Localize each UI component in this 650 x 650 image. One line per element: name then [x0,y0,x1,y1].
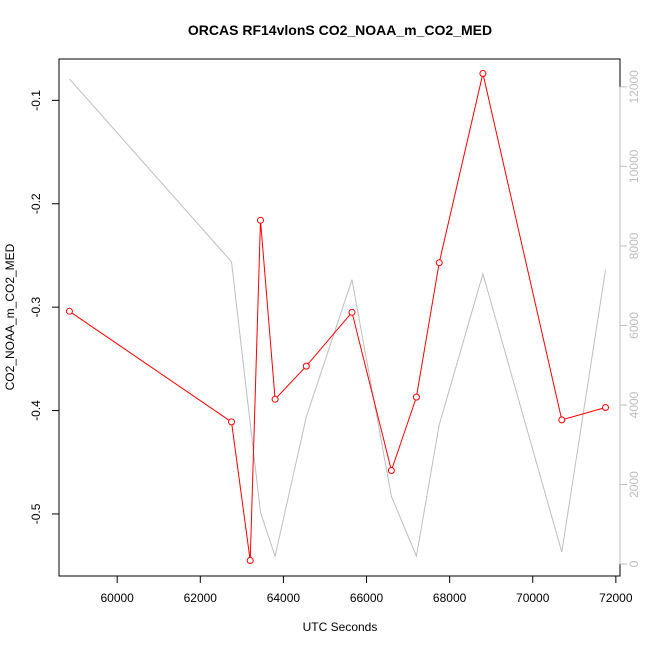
y2-tick-label: 10000 [627,149,641,183]
data-point [271,395,279,403]
y-tick-label: -0.1 [29,90,43,111]
y-tick-label: -0.2 [29,193,43,214]
y2-tick-label: 2000 [627,471,641,498]
data-point [228,418,235,426]
data-point [387,467,395,474]
y-axis-label: CO2_NOAA_m_CO2_MED [3,243,17,390]
x-axis: 60000 62000 64000 66000 68000 70000 72000 [100,575,633,605]
secondary-series-line [69,78,606,558]
data-point [348,308,356,316]
chart-title: ORCAS RF14vlonS CO2_NOAA_m_CO2_MED [188,22,492,38]
y-axis: -0.5 -0.4 -0.3 -0.2 -0.1 [29,90,60,524]
y2-axis: 0 2000 4000 6000 8000 10000 12000 [619,70,641,567]
y2-tick-label: 4000 [627,391,641,418]
data-point [65,307,73,315]
x-tick-label: 64000 [267,591,301,605]
y-tick-label: -0.4 [29,400,43,421]
x-tick-label: 66000 [350,591,384,605]
x-tick-label: 70000 [516,591,550,605]
data-point [435,259,443,267]
x-tick-label: 68000 [433,591,467,605]
data-point [479,70,487,77]
data-point [246,557,254,564]
x-tick-label: 62000 [184,591,218,605]
x-tick-label: 60000 [100,591,134,605]
y2-tick-label: 12000 [627,70,641,104]
data-point [302,362,310,370]
data-point [558,416,566,424]
y2-tick-label: 0 [627,560,641,567]
data-point [257,216,264,224]
y2-tick-label: 6000 [627,312,641,339]
secondary-series-group [69,78,606,558]
data-point [602,404,609,411]
data-point [412,393,420,401]
y-tick-label: -0.3 [29,296,43,317]
x-tick-label: 72000 [599,591,633,605]
x-axis-label: UTC Seconds [303,620,378,634]
y2-tick-label: 8000 [627,232,641,259]
primary-series-group [65,70,609,564]
y-tick-label: -0.5 [29,503,43,524]
